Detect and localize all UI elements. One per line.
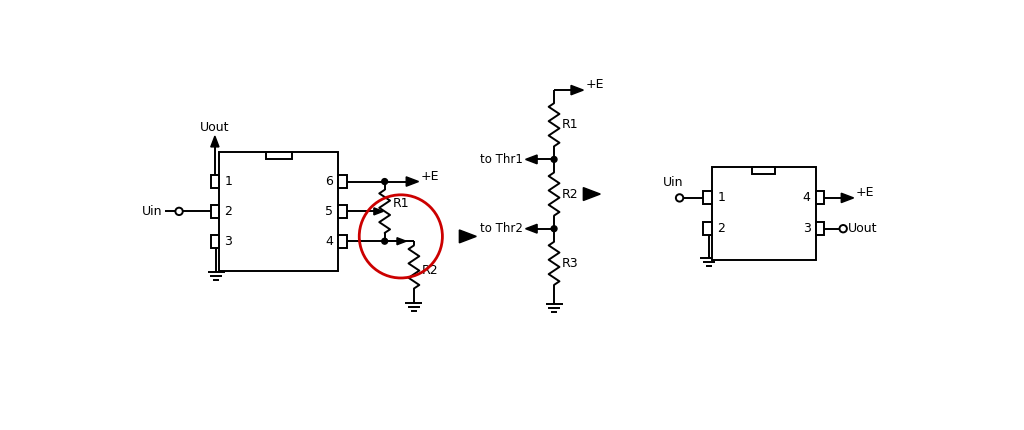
- Bar: [339, 205, 347, 218]
- Bar: [753, 167, 775, 174]
- Text: to Thr1: to Thr1: [480, 153, 523, 166]
- Text: Uout: Uout: [200, 121, 229, 134]
- Polygon shape: [842, 193, 854, 203]
- Polygon shape: [460, 230, 476, 243]
- Text: to Thr2: to Thr2: [480, 222, 523, 235]
- Text: 3: 3: [224, 235, 232, 248]
- Bar: [703, 191, 712, 204]
- Circle shape: [551, 226, 557, 232]
- Bar: [816, 222, 824, 235]
- Bar: [339, 175, 347, 188]
- Polygon shape: [397, 238, 407, 245]
- Polygon shape: [407, 177, 419, 186]
- Bar: [219, 152, 339, 271]
- Text: 6: 6: [326, 175, 333, 188]
- Bar: [211, 175, 219, 188]
- Circle shape: [551, 157, 557, 163]
- Text: R2: R2: [422, 264, 438, 277]
- Text: 1: 1: [717, 191, 725, 204]
- Text: 3: 3: [803, 222, 810, 235]
- Polygon shape: [525, 224, 538, 233]
- Polygon shape: [374, 208, 383, 215]
- Polygon shape: [211, 136, 219, 147]
- Text: 4: 4: [803, 191, 810, 204]
- Text: 2: 2: [717, 222, 725, 235]
- Bar: [816, 191, 824, 204]
- Polygon shape: [571, 86, 584, 95]
- Bar: [265, 152, 292, 159]
- Bar: [211, 235, 219, 248]
- Polygon shape: [525, 155, 538, 164]
- Circle shape: [382, 178, 388, 184]
- Text: Uin: Uin: [663, 176, 683, 190]
- Text: R1: R1: [392, 197, 409, 210]
- Circle shape: [382, 238, 388, 244]
- Bar: [339, 235, 347, 248]
- Text: R2: R2: [562, 187, 579, 200]
- Text: 4: 4: [326, 235, 333, 248]
- Bar: [703, 222, 712, 235]
- Bar: [211, 205, 219, 218]
- Text: +E: +E: [421, 170, 439, 183]
- Text: +E: +E: [856, 186, 874, 199]
- Text: +E: +E: [586, 78, 604, 91]
- Text: Uout: Uout: [848, 222, 877, 235]
- Text: 5: 5: [325, 205, 333, 218]
- Text: 1: 1: [224, 175, 232, 188]
- Text: Uin: Uin: [141, 205, 162, 218]
- Polygon shape: [584, 187, 600, 200]
- Text: 2: 2: [224, 205, 232, 218]
- Text: R1: R1: [562, 118, 579, 131]
- Text: R3: R3: [562, 257, 579, 270]
- Bar: [712, 167, 816, 259]
